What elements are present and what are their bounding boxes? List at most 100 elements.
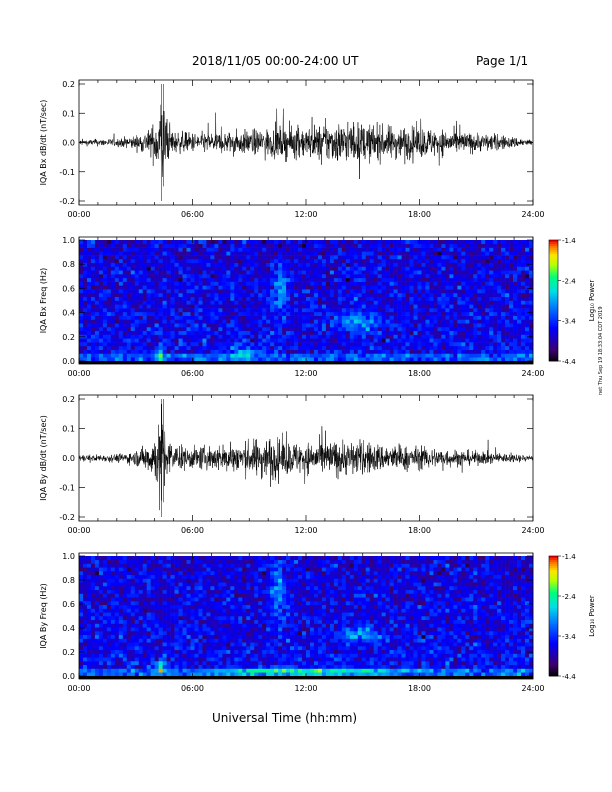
spectrogram-cell: [82, 289, 88, 294]
spectrogram-cell: [445, 349, 450, 354]
spectrogram-cell: [337, 326, 343, 332]
spectrogram-cell: [234, 300, 239, 305]
spectrogram-cell: [341, 342, 347, 347]
spectrogram-cell: [186, 574, 191, 579]
spectrogram-cell: [174, 586, 179, 591]
spectrogram-cell: [146, 323, 151, 328]
spectrogram-cell: [421, 266, 426, 271]
spectrogram-cell: [373, 258, 378, 263]
spectrogram-cell: [369, 334, 374, 339]
spectrogram-cell: [238, 266, 243, 271]
spectrogram-cell: [489, 289, 494, 294]
spectrogram-cell: [385, 323, 390, 328]
spectrogram-cell: [198, 300, 203, 305]
spectrogram-cell: [258, 323, 263, 328]
spectrogram-cell: [134, 563, 140, 568]
spectrogram-cell: [154, 270, 159, 275]
spectrogram-cell: [477, 342, 482, 347]
spectrogram-cell: [497, 308, 502, 313]
spectrogram-cell: [409, 255, 414, 260]
spectrogram-cell: [437, 258, 442, 263]
spectrogram-cell: [178, 597, 183, 602]
spectrogram-cell: [122, 308, 128, 313]
spectrogram-cell: [254, 342, 259, 347]
spectrogram-cell: [118, 308, 124, 313]
spectrogram-cell: [453, 240, 458, 245]
spectrogram-cell: [126, 330, 132, 335]
spectrogram-cell: [405, 308, 410, 313]
spectrogram-cell: [134, 646, 140, 651]
spectrogram-cell: [170, 304, 175, 309]
spectrogram-cell: [142, 661, 147, 666]
spectrogram-cell: [337, 266, 343, 271]
spectrogram-cell: [182, 653, 187, 658]
spectrogram-cell: [513, 292, 518, 298]
spectrogram-cell: [222, 334, 227, 339]
spectrogram-cell: [126, 326, 132, 332]
spectrogram-cell: [79, 262, 84, 267]
spectrogram-cell: [86, 323, 92, 328]
spectrogram-cell: [130, 240, 136, 245]
spectrogram-cell: [282, 266, 287, 271]
spectrogram-cell: [210, 300, 215, 305]
spectrogram-cell: [90, 608, 96, 613]
colorbar-tick-label: -2.4: [562, 277, 576, 285]
trace-series: [78, 84, 534, 201]
spectrogram-cell: [489, 270, 494, 275]
spectrogram-cell: [298, 296, 303, 301]
spectrogram-cell: [146, 578, 151, 583]
colorbar-segment: [549, 306, 558, 309]
spectrogram-cell: [357, 304, 363, 309]
spectrogram-cell: [461, 342, 466, 347]
spectrogram-cell: [94, 601, 100, 606]
y-tick-label: 0.2: [62, 333, 75, 342]
spectrogram-cell: [194, 285, 199, 290]
spectrogram-cell: [82, 653, 88, 658]
spectrogram-cell: [461, 251, 466, 256]
spectrogram-cell: [174, 315, 179, 320]
spectrogram-cell: [166, 274, 171, 279]
spectrogram-cell: [158, 326, 163, 332]
spectrogram-cell: [501, 353, 506, 358]
spectrogram-cell: [321, 258, 327, 263]
spectrogram-cell: [122, 567, 128, 572]
spectrogram-cell: [306, 338, 311, 343]
spectrogram-cell: [501, 247, 506, 252]
x-tick-label: 12:00: [294, 210, 317, 219]
spectrogram-cell: [306, 315, 311, 320]
spectrogram-cell: [158, 597, 163, 602]
spectrogram-cell: [166, 567, 171, 572]
spectrogram-cell: [433, 240, 438, 245]
spectrogram-cell: [497, 304, 502, 309]
spectrogram-cell: [373, 255, 378, 260]
spectrogram-cell: [294, 240, 299, 245]
spectrogram-cell: [525, 330, 530, 335]
colorbar-segment: [549, 280, 558, 283]
spectrogram-cell: [178, 642, 183, 647]
spectrogram-cell: [94, 578, 100, 583]
spectrogram-cell: [497, 258, 502, 263]
spectrogram-cell: [186, 262, 191, 267]
spectrogram-cell: [134, 342, 140, 347]
spectrogram-cell: [401, 240, 406, 245]
spectrogram-cell: [138, 642, 144, 647]
spectrogram-cell: [150, 672, 155, 677]
spectrogram-cell: [94, 243, 100, 248]
spectrogram-cell: [90, 593, 96, 598]
spectrogram-cell: [146, 247, 151, 252]
spectrogram-cell: [110, 315, 116, 320]
spectrogram-cell: [441, 311, 446, 316]
spectrogram-cell: [513, 345, 518, 350]
spectrogram-cell: [461, 353, 466, 358]
spectrogram-cell: [162, 661, 167, 666]
spectrogram-cell: [270, 330, 275, 335]
spectrogram-cell: [106, 601, 112, 606]
spectrogram-cell: [489, 266, 494, 271]
spectrogram-cell: [79, 315, 84, 320]
spectrogram-cell: [274, 357, 279, 362]
spectrogram-cell: [198, 357, 203, 362]
spectrogram-cell: [473, 315, 478, 320]
spectrogram-cell: [401, 247, 406, 252]
spectrogram-cell: [214, 292, 219, 298]
